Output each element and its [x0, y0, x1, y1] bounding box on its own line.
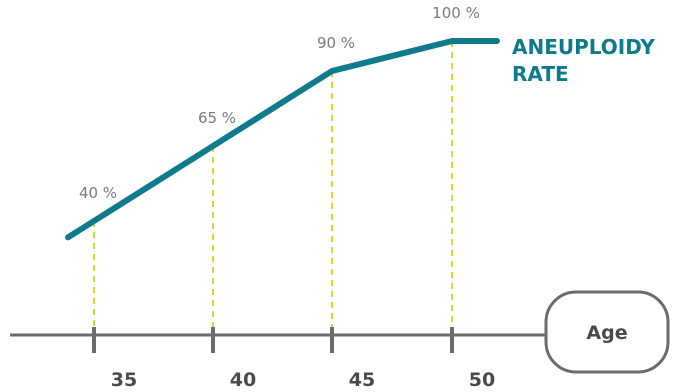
guide-lines: [93, 41, 453, 335]
x-tick-label-45: 45: [349, 369, 375, 391]
data-label-50: 100 %: [432, 4, 480, 22]
series-label-line-1: ANEUPLOIDY: [512, 35, 655, 59]
data-labels: 40 % 65 % 90 % 100 %: [79, 4, 480, 202]
series-label-line-2: RATE: [512, 62, 569, 86]
series-line: [65, 38, 500, 241]
axis-title-box: [544, 290, 670, 374]
x-tick-label-35: 35: [111, 369, 137, 391]
data-label-45: 90 %: [317, 34, 355, 52]
x-tick-labels: 35 40 45 50: [111, 369, 495, 391]
x-axis-title: Age: [586, 322, 627, 344]
x-tick-label-40: 40: [230, 369, 256, 391]
x-tick-label-50: 50: [469, 369, 495, 391]
data-label-40: 65 %: [198, 109, 236, 127]
x-axis-ticks: [92, 327, 454, 353]
data-label-35: 40 %: [79, 184, 117, 202]
